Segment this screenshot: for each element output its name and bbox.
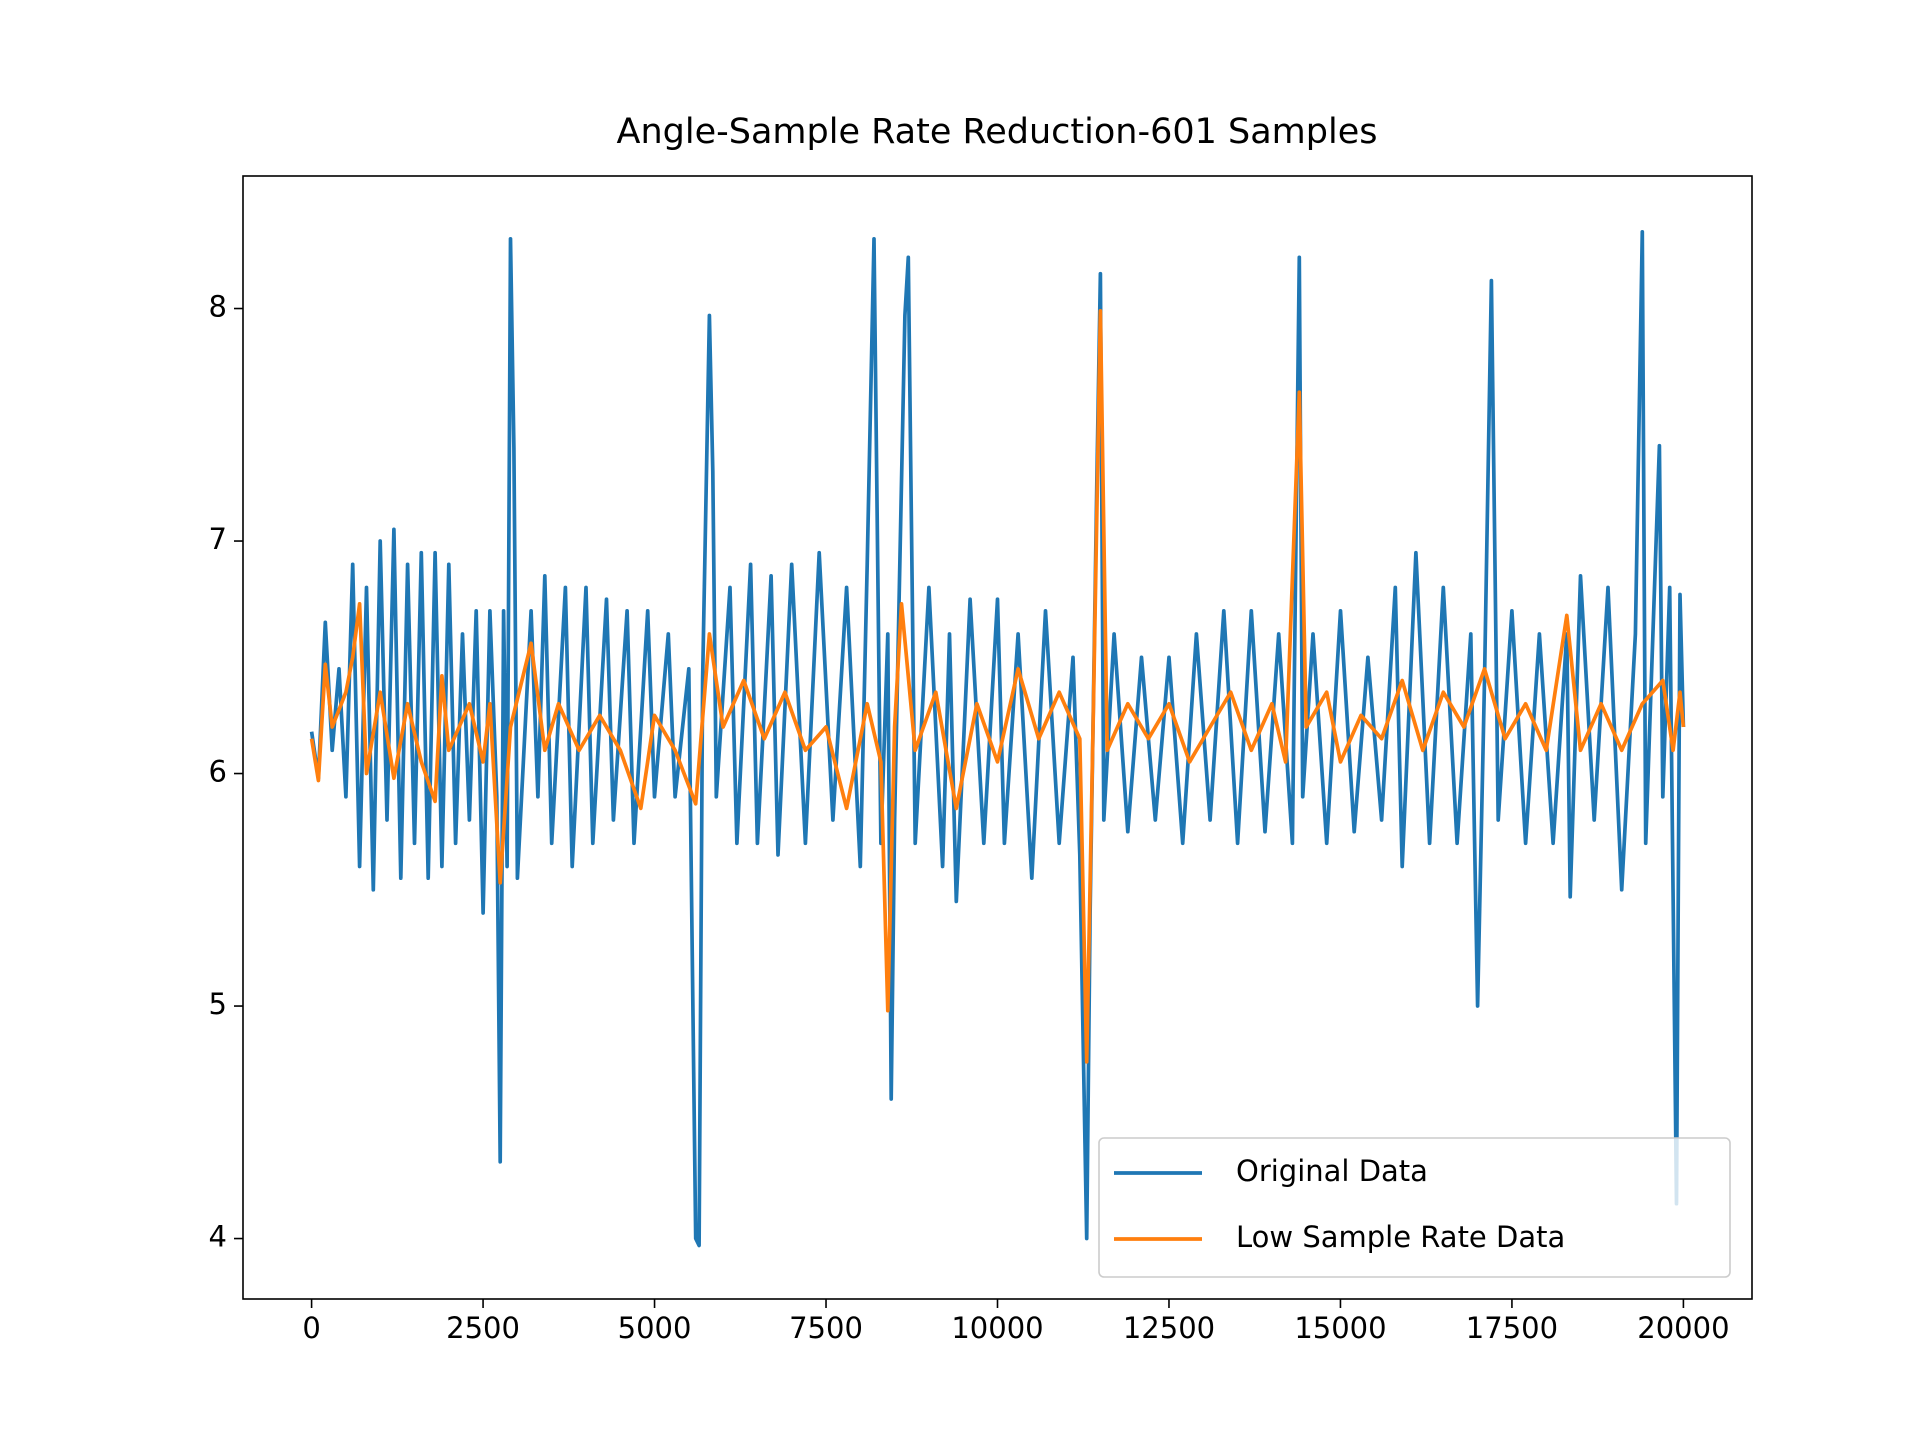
x-tick-label: 7500: [789, 1311, 863, 1345]
x-tick-label: 2500: [446, 1311, 520, 1345]
x-tick-label: 20000: [1637, 1311, 1729, 1345]
y-tick-label: 7: [209, 522, 227, 556]
x-tick-label: 5000: [618, 1311, 692, 1345]
x-tick-label: 15000: [1294, 1311, 1386, 1345]
y-tick-label: 5: [209, 987, 227, 1021]
chart-title: Angle-Sample Rate Reduction-601 Samples: [617, 112, 1378, 152]
y-tick-label: 4: [209, 1220, 227, 1254]
x-tick-label: 12500: [1123, 1311, 1215, 1345]
legend-label: Original Data: [1236, 1154, 1428, 1188]
legend-box: [1098, 1137, 1731, 1278]
x-tick-label: 17500: [1466, 1311, 1558, 1345]
plot-frame: [242, 175, 1753, 1300]
y-tick-label: 8: [209, 290, 227, 324]
x-tick-label: 10000: [951, 1311, 1043, 1345]
legend-label: Low Sample Rate Data: [1236, 1220, 1565, 1254]
data-line: [309, 229, 1686, 1248]
data-line: [309, 309, 1686, 1064]
x-tick-label: 0: [302, 1311, 320, 1345]
y-tick-label: 6: [209, 755, 227, 789]
